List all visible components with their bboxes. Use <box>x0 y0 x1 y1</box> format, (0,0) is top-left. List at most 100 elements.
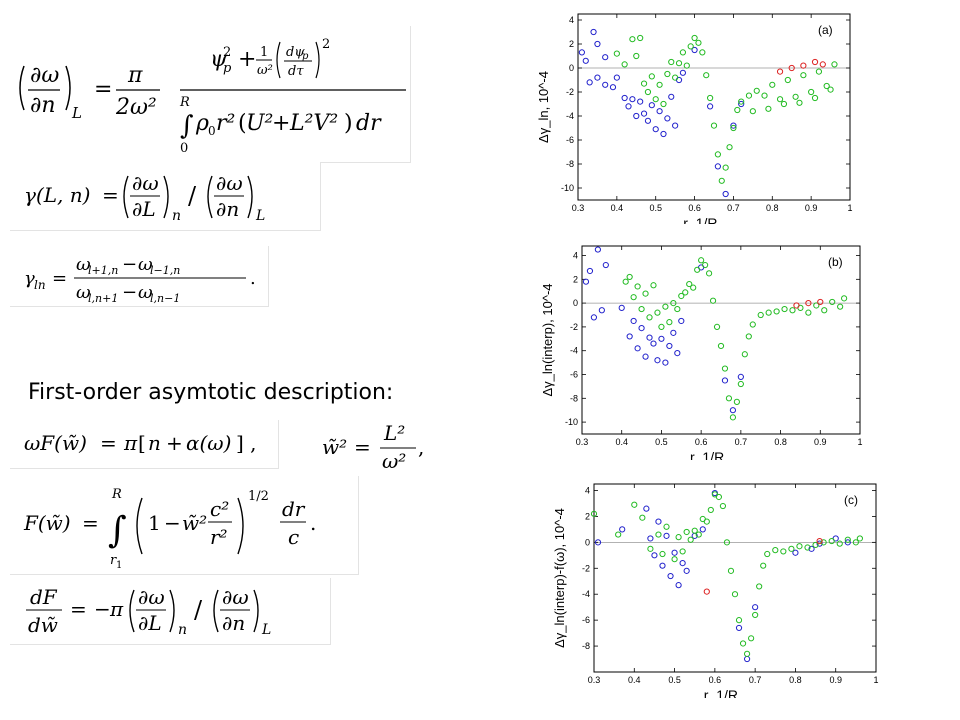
data-point <box>714 151 721 158</box>
data-point <box>765 105 772 112</box>
data-point <box>639 514 646 521</box>
data-point <box>656 81 663 88</box>
svg-text:−: − <box>164 511 181 535</box>
svg-text:l+1,n: l+1,n <box>88 264 118 277</box>
svg-text:∂n: ∂n <box>216 197 239 221</box>
data-point <box>710 122 718 129</box>
svg-text:1: 1 <box>116 560 122 571</box>
data-point <box>856 535 863 542</box>
data-point <box>707 506 714 514</box>
x-tick-label: 0.3 <box>572 203 585 213</box>
svg-text:−: − <box>94 597 111 621</box>
equation-dF-dw-render: dF dw̃ = − π ∂ω ∂L n / ∂ω ∂n L <box>26 585 271 638</box>
data-point <box>819 61 826 68</box>
data-point <box>629 36 636 43</box>
svg-text:∂ω: ∂ω <box>132 171 159 195</box>
svg-text:ω: ω <box>138 254 153 275</box>
svg-text:−: − <box>122 282 137 303</box>
data-point <box>816 540 823 547</box>
data-point <box>738 98 745 105</box>
data-point <box>586 79 593 86</box>
data-point <box>625 103 632 110</box>
svg-text:+: + <box>166 431 183 455</box>
data-point <box>804 544 811 551</box>
data-point <box>655 518 662 525</box>
y-tick-label: -4 <box>570 346 578 356</box>
x-tick-label: 0.3 <box>588 675 601 685</box>
data-point <box>705 270 713 277</box>
data-point <box>769 81 776 88</box>
svg-text:): ) <box>344 111 353 136</box>
svg-text:R: R <box>111 487 122 502</box>
svg-text:=: = <box>70 597 87 621</box>
data-point <box>618 304 625 311</box>
data-point <box>726 144 733 151</box>
data-point <box>640 110 648 117</box>
data-point <box>836 540 843 547</box>
data-point <box>820 539 827 546</box>
svg-text:α(ω): α(ω) <box>186 431 231 455</box>
svg-text:dw̃: dw̃ <box>28 613 58 637</box>
y-axis-label: Δγ_ln(interp)-f(ω), 10^-4 <box>552 508 567 648</box>
svg-text:dr: dr <box>356 111 382 136</box>
svg-text:2: 2 <box>322 37 330 52</box>
data-point <box>821 307 828 314</box>
data-point <box>594 74 601 81</box>
data-point <box>828 537 835 545</box>
data-point <box>781 305 788 313</box>
data-point <box>695 531 702 538</box>
svg-text:=: = <box>102 183 119 207</box>
data-point <box>761 92 768 99</box>
data-point <box>852 539 859 546</box>
svg-text:1/2: 1/2 <box>248 489 269 504</box>
data-point <box>655 531 662 538</box>
data-point <box>578 49 585 56</box>
data-point <box>702 261 709 269</box>
data-point <box>695 39 702 46</box>
equation-w2: w̃² = L² ω² , <box>318 418 438 474</box>
data-point <box>648 102 655 109</box>
x-tick-label: 0.6 <box>709 675 722 685</box>
data-point <box>683 567 690 574</box>
data-point <box>719 502 727 510</box>
data-point <box>815 68 823 75</box>
data-point <box>602 54 609 61</box>
y-tick-label: 4 <box>573 251 578 261</box>
svg-text:ψ: ψ <box>210 47 228 72</box>
data-point <box>634 283 641 290</box>
y-axis-label: Δγ_ln, 10^-4 <box>536 71 551 143</box>
x-tick-label: 0.5 <box>668 675 681 685</box>
data-point <box>666 319 673 326</box>
data-point <box>725 395 733 402</box>
data-point <box>642 290 649 297</box>
data-point <box>613 50 620 57</box>
svg-text:ω: ω <box>138 282 153 303</box>
svg-text:∂n: ∂n <box>30 93 56 118</box>
data-point <box>652 126 659 133</box>
data-point <box>713 323 721 331</box>
data-point <box>722 164 729 171</box>
data-point <box>650 340 657 347</box>
data-point <box>739 640 747 647</box>
data-point <box>729 407 737 414</box>
data-point <box>733 398 740 405</box>
data-point <box>743 650 751 657</box>
x-tick-label: 0.9 <box>829 675 842 685</box>
chart-c-svg: 0.3 0.4 0.5 0.6 0.7 0.8 0.9 1 -8 -6 -4 -2 0 2 4 (c) r_1/… <box>552 483 879 703</box>
data-point <box>582 57 589 64</box>
svg-text:ω: ω <box>76 254 91 275</box>
svg-text:U²: U² <box>246 111 273 136</box>
data-point <box>841 295 848 302</box>
svg-text:∂ω: ∂ω <box>216 171 243 195</box>
x-tick-label: 0.5 <box>649 203 662 213</box>
data-point <box>800 72 807 79</box>
svg-text:R: R <box>179 95 190 110</box>
x-tick-label: 0.3 <box>576 437 589 447</box>
x-axis-label: r_1/R <box>683 215 717 224</box>
x-tick-label: 1 <box>847 203 852 213</box>
data-point <box>586 267 594 275</box>
svg-text:/: / <box>188 182 197 210</box>
data-point <box>602 81 609 88</box>
data-point <box>698 257 705 264</box>
